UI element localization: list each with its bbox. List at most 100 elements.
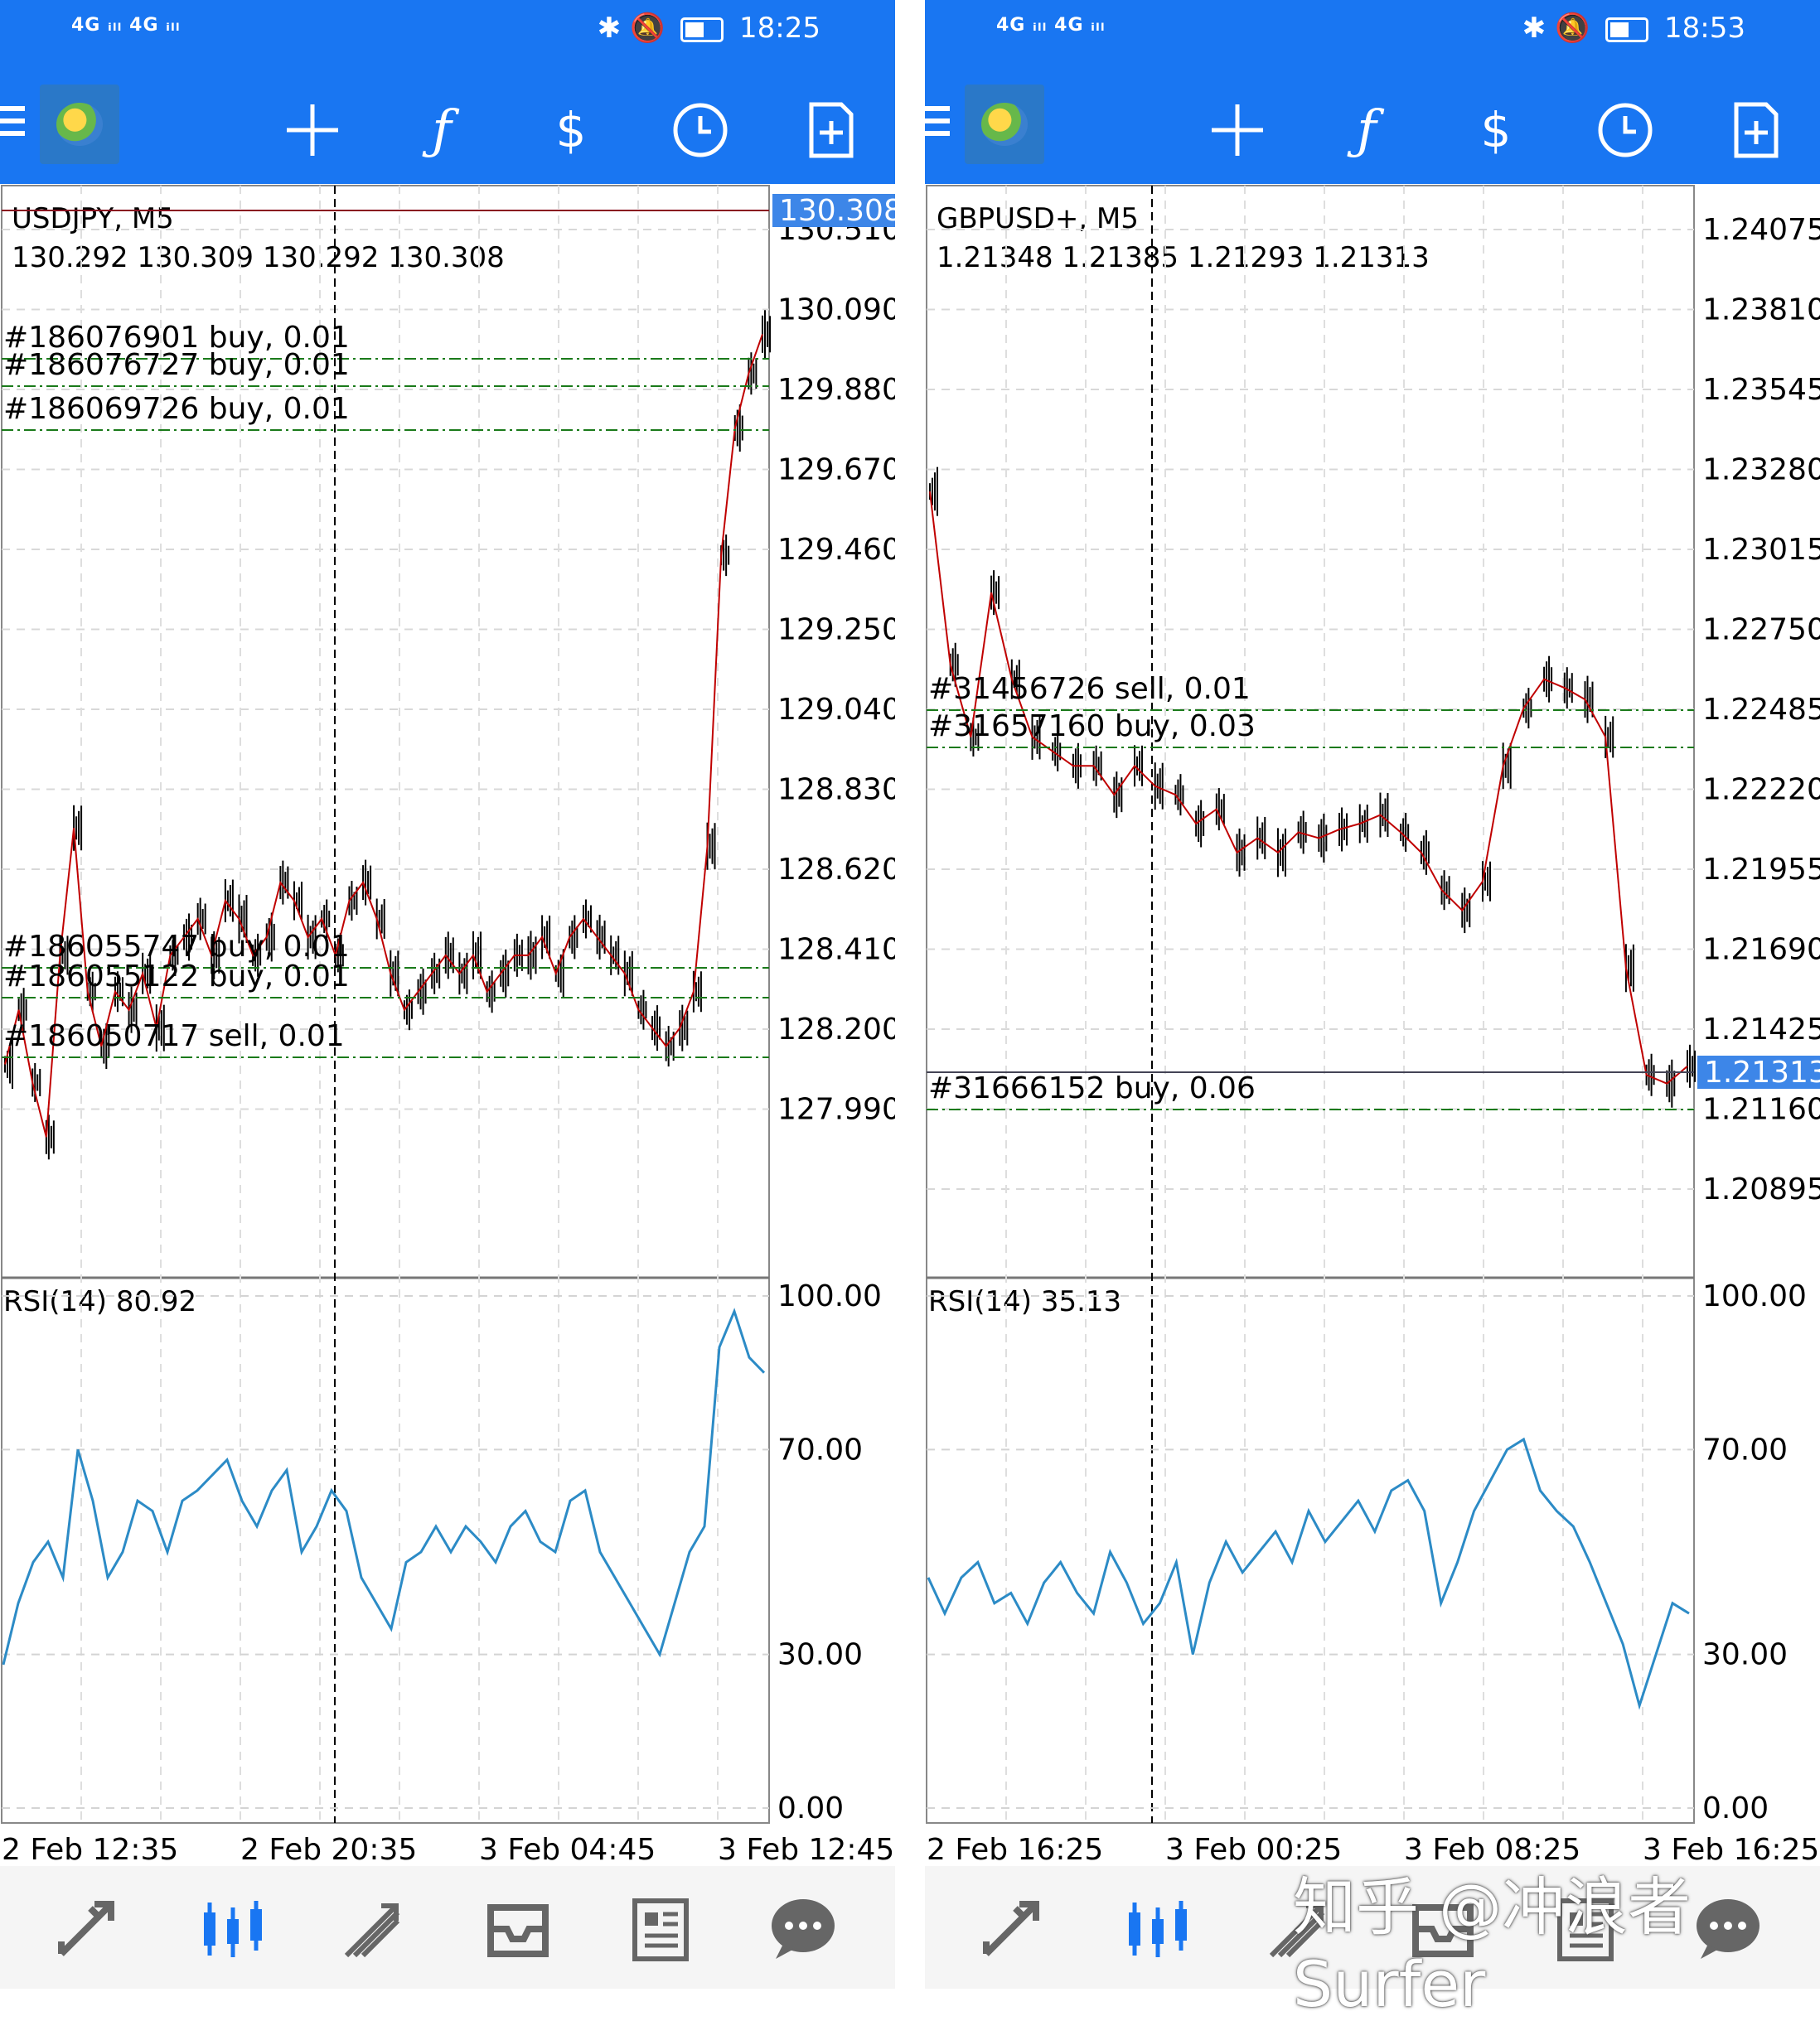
- price-tick: 1.22750: [1702, 613, 1820, 647]
- price-tick: 129.880: [777, 373, 895, 407]
- network-signal: 4G ᵢₗₗ 4G ᵢₗₗ: [996, 15, 1106, 36]
- price-tick: 129.460: [777, 533, 895, 567]
- bottom-nav: [0, 1866, 895, 1989]
- price-tick: 1.23545: [1702, 373, 1820, 407]
- chat-icon[interactable]: [766, 1896, 840, 1962]
- trade-icon[interactable]: $: [555, 102, 587, 158]
- chart-icon[interactable]: [1121, 1896, 1195, 1962]
- crosshair-icon[interactable]: [1200, 93, 1275, 167]
- news-icon[interactable]: [1548, 1896, 1623, 1962]
- price-tick: 128.620: [777, 853, 895, 887]
- price-tick: 129.670: [777, 453, 895, 487]
- clock-icon[interactable]: [1588, 93, 1663, 167]
- price-tick: 127.990: [777, 1093, 895, 1127]
- bluetooth-icon: ✱: [597, 12, 622, 45]
- status-time: 18:53: [1664, 12, 1745, 45]
- time-tick: 2 Feb 12:35: [2, 1833, 178, 1866]
- order-label: #186076901 buy, 0.01: [3, 321, 350, 355]
- indicators-icon[interactable]: ƒ: [1357, 99, 1377, 161]
- order-label: #186050717 sell, 0.01: [3, 1019, 345, 1053]
- price-tick: 128.410: [777, 933, 895, 967]
- price-tick: 1.22220: [1702, 773, 1820, 807]
- rsi-tick: 100.00: [1702, 1279, 1807, 1313]
- top-toolbar: ƒ $: [0, 70, 895, 184]
- order-label: #31666152 buy, 0.06: [928, 1071, 1256, 1105]
- rsi-tick: 0.00: [777, 1791, 844, 1825]
- mute-icon: 🔕: [630, 12, 666, 45]
- price-tick: 1.21955: [1702, 853, 1820, 887]
- price-tick: 1.24075: [1702, 213, 1820, 247]
- price-tick: 1.23280: [1702, 453, 1820, 487]
- battery-icon: [680, 17, 724, 42]
- rsi-tick: 100.00: [777, 1279, 882, 1313]
- trade-nav-icon[interactable]: [1263, 1896, 1338, 1962]
- time-tick: 2 Feb 20:35: [240, 1833, 417, 1866]
- app-logo: [40, 85, 119, 164]
- indicators-icon[interactable]: ƒ: [432, 99, 452, 161]
- new-order-icon[interactable]: [793, 93, 868, 167]
- time-tick: 3 Feb 08:25: [1404, 1833, 1580, 1866]
- chart-icon[interactable]: [196, 1896, 270, 1962]
- price-tick: 129.040: [777, 693, 895, 727]
- status-bar: 4G ᵢₗₗ 4G ᵢₗₗ ✱ 🔕 18:25: [0, 0, 895, 70]
- ohlc-label: 130.292 130.309 130.292 130.308: [12, 241, 505, 274]
- history-icon[interactable]: [1406, 1896, 1480, 1962]
- rsi-label: RSI(14) 80.92: [3, 1285, 196, 1318]
- chart-area[interactable]: GBPUSD+, M5 1.21348 1.21385 1.21293 1.21…: [925, 184, 1820, 1867]
- rsi-label: RSI(14) 35.13: [928, 1285, 1121, 1318]
- time-tick: 3 Feb 16:25: [1643, 1833, 1819, 1866]
- battery-icon: [1605, 17, 1649, 42]
- price-tick: 1.20895: [1702, 1172, 1820, 1206]
- quotes-icon[interactable]: [53, 1896, 128, 1962]
- plot-border: [1, 185, 770, 1824]
- current-price-label: 130.308: [779, 194, 895, 228]
- order-label: #186055747 buy, 0.01: [3, 930, 350, 964]
- bottom-nav: [925, 1866, 1820, 1989]
- time-tick: 3 Feb 00:25: [1165, 1833, 1342, 1866]
- app-logo: [965, 85, 1044, 164]
- rsi-tick: 70.00: [1702, 1433, 1788, 1467]
- clock-icon[interactable]: [663, 93, 738, 167]
- rsi-tick: 0.00: [1702, 1791, 1769, 1825]
- moving-average-line: [4, 333, 763, 1138]
- ohlc-label: 1.21348 1.21385 1.21293 1.21313: [937, 241, 1430, 274]
- status-time: 18:25: [739, 12, 820, 45]
- price-chart[interactable]: USDJPY, M5 130.292 130.309 130.292 130.3…: [0, 184, 895, 1867]
- price-chart[interactable]: GBPUSD+, M5 1.21348 1.21385 1.21293 1.21…: [925, 184, 1820, 1867]
- order-label: #31657160 buy, 0.03: [928, 709, 1256, 743]
- price-tick: 130.090: [777, 293, 895, 327]
- order-label: #186076727 buy, 0.01: [3, 348, 350, 382]
- mute-icon: 🔕: [1555, 12, 1590, 45]
- chat-icon[interactable]: [1691, 1896, 1765, 1962]
- history-icon[interactable]: [481, 1896, 555, 1962]
- current-price-tag: [772, 194, 895, 227]
- chart-panel-left: 4G ᵢₗₗ 4G ᵢₗₗ ✱ 🔕 18:25 ƒ $ USDJPY, M5 1…: [0, 0, 895, 1989]
- new-order-icon[interactable]: [1718, 93, 1793, 167]
- price-tick: 129.250: [777, 613, 895, 647]
- quotes-icon[interactable]: [978, 1896, 1053, 1962]
- network-signal: 4G ᵢₗₗ 4G ᵢₗₗ: [71, 15, 181, 36]
- top-toolbar: ƒ $: [925, 70, 1820, 184]
- menu-icon[interactable]: [925, 106, 950, 139]
- current-price-label: 1.21313: [1704, 1056, 1820, 1090]
- rsi-tick: 70.00: [777, 1433, 863, 1467]
- trade-nav-icon[interactable]: [338, 1896, 413, 1962]
- moving-average-line: [929, 491, 1688, 1085]
- rsi-line: [2, 1308, 766, 1666]
- bluetooth-icon: ✱: [1522, 12, 1547, 45]
- crosshair-icon[interactable]: [275, 93, 350, 167]
- news-icon[interactable]: [623, 1896, 698, 1962]
- trade-icon[interactable]: $: [1480, 102, 1512, 158]
- order-label: #186055122 buy, 0.01: [3, 960, 350, 994]
- price-tick: 1.21425: [1702, 1013, 1820, 1047]
- chart-panel-right: 4G ᵢₗₗ 4G ᵢₗₗ ✱ 🔕 18:53 ƒ $ GBPUSD+, M5 …: [925, 0, 1820, 1989]
- order-label: #186069726 buy, 0.01: [3, 392, 350, 426]
- price-tick: 128.200: [777, 1013, 895, 1047]
- menu-icon[interactable]: [0, 106, 25, 139]
- order-label: #31456726 sell, 0.01: [928, 672, 1251, 706]
- rsi-line: [927, 1437, 1690, 1710]
- status-bar: 4G ᵢₗₗ 4G ᵢₗₗ ✱ 🔕 18:53: [925, 0, 1820, 70]
- current-price-tag: [1697, 1056, 1820, 1089]
- time-tick: 3 Feb 12:45: [718, 1833, 894, 1866]
- chart-area[interactable]: USDJPY, M5 130.292 130.309 130.292 130.3…: [0, 184, 895, 1867]
